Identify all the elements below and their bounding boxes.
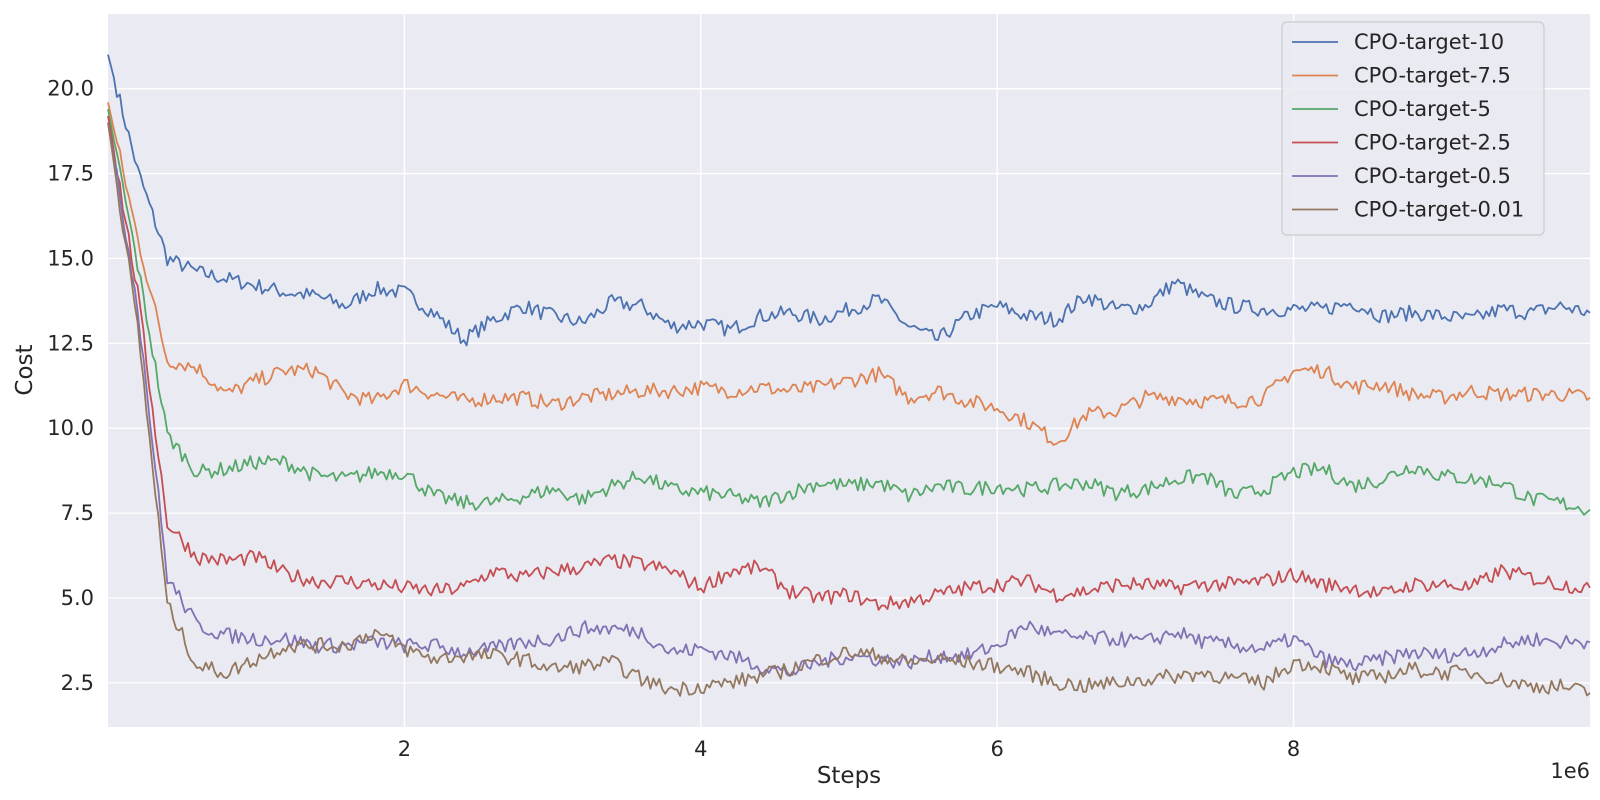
- series-line-cpo-target-10: [107, 54, 1591, 347]
- series-line-cpo-target-0-01: [107, 122, 1591, 697]
- legend-entry: CPO-target-7.5: [1354, 64, 1511, 88]
- series-line-cpo-target-0-5: [107, 122, 1591, 677]
- x-tick-label: 4: [694, 737, 707, 761]
- x-tick-label: 6: [991, 737, 1004, 761]
- y-tick-label: 12.5: [47, 331, 94, 355]
- legend-entry: CPO-target-10: [1354, 30, 1504, 54]
- y-tick-label: 5.0: [61, 586, 94, 610]
- legend-entry: CPO-target-2.5: [1354, 131, 1511, 155]
- y-tick-label: 2.5: [61, 671, 94, 695]
- x-axis-label: Steps: [817, 763, 881, 789]
- legend-entry: CPO-target-0.5: [1354, 164, 1511, 188]
- y-tick-label: 10.0: [47, 416, 94, 440]
- series-lines: [107, 54, 1591, 697]
- legend-box: [1281, 21, 1545, 236]
- y-tick-label: 20.0: [47, 77, 94, 101]
- y-axis-label: Cost: [12, 344, 38, 395]
- series-line-cpo-target-7-5: [107, 102, 1591, 446]
- y-tick-labels: 2.5 5.0 7.5 10.0 12.5 15.0 17.5 20.0: [47, 77, 94, 695]
- x-tick-label: 8: [1287, 737, 1300, 761]
- y-tick-label: 15.0: [47, 246, 94, 270]
- legend-entry: CPO-target-5: [1354, 97, 1491, 121]
- legend: CPO-target-10 CPO-target-7.5 CPO-target-5 C…: [1281, 21, 1545, 236]
- y-tick-label: 17.5: [47, 162, 94, 186]
- legend-entry: CPO-target-0.01: [1354, 198, 1524, 222]
- x-axis-offset-label: 1e6: [1550, 759, 1590, 783]
- y-tick-label: 7.5: [61, 501, 94, 525]
- series-line-cpo-target-5: [107, 108, 1591, 516]
- x-tick-labels: 2 4 6 8: [398, 737, 1301, 761]
- x-tick-label: 2: [398, 737, 411, 761]
- series-line-cpo-target-2-5: [107, 115, 1591, 611]
